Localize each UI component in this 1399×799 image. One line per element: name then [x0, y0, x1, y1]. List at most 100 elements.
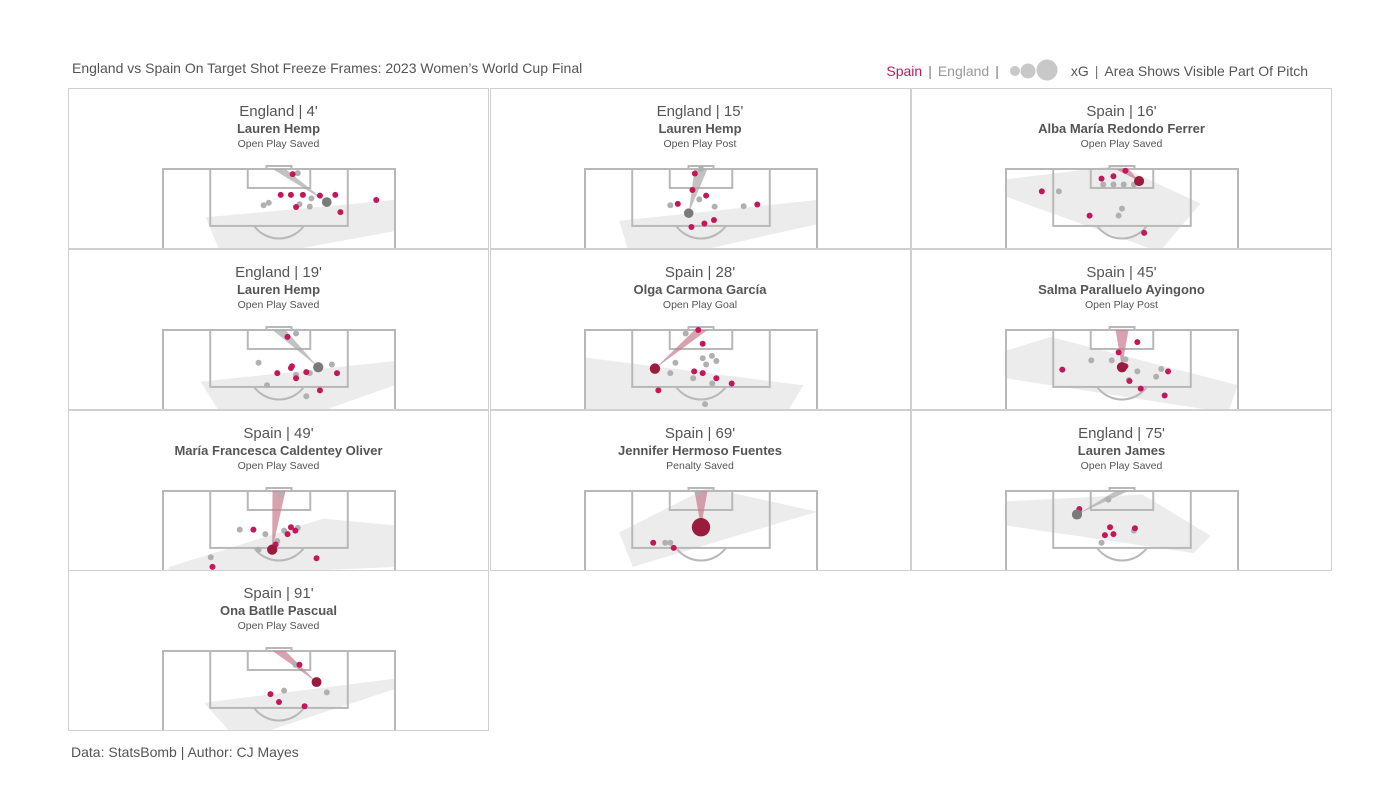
visible-area — [1006, 493, 1211, 553]
england-player-dot — [303, 393, 310, 400]
england-player-dot — [666, 202, 673, 209]
shot-panel: Spain | 28' Olga Carmona García Open Play … — [489, 248, 911, 410]
england-player-dot — [697, 166, 704, 172]
spain-player-dot — [337, 209, 344, 216]
spain-player-dot — [1126, 377, 1133, 384]
shot-cone — [694, 490, 707, 527]
legend-spain-label: Spain — [886, 63, 923, 79]
spain-player-dot — [301, 703, 308, 710]
spain-player-dot — [277, 191, 284, 198]
panel-team-minute: England | 19' — [235, 263, 322, 281]
panel-header: England | 15' Lauren Hemp Open Play Post — [491, 103, 910, 151]
legend: Spain | England | xG | Area Shows Visibl… — [886, 59, 1308, 83]
panel-shot-outcome: Open Play Goal — [662, 298, 738, 311]
spain-player-dot — [316, 387, 323, 394]
shot-cone — [688, 169, 707, 214]
panel-header: Spain | 16' Alba María Redondo Ferrer Open… — [912, 103, 1331, 151]
panel-player-name: Lauren Hemp — [236, 281, 321, 297]
spain-player-dot — [1131, 524, 1138, 531]
spain-player-dot — [274, 369, 281, 376]
england-player-dot — [207, 553, 214, 560]
panel-shot-outcome: Open Play Saved — [1080, 459, 1163, 472]
panel-player-name: Ona Batlle Pascual — [219, 603, 338, 619]
england-player-dot — [293, 330, 300, 337]
visible-area — [203, 678, 395, 731]
legend-xg-label: xG — [1070, 63, 1089, 79]
panel-header: Spain | 91' Ona Batlle Pascual Open Play S… — [69, 585, 488, 633]
spain-player-dot — [1137, 385, 1144, 392]
visible-area — [1006, 165, 1201, 248]
spain-player-dot — [710, 217, 717, 224]
spain-player-dot — [1059, 366, 1066, 373]
spain-player-dot — [674, 200, 681, 207]
panel-header: England | 4' Lauren Hemp Open Play Saved — [69, 103, 488, 151]
spain-player-dot — [691, 170, 698, 177]
panel-team-minute: Spain | 16' — [1086, 103, 1157, 120]
spain-player-dot — [700, 220, 707, 227]
visible-area — [205, 200, 395, 248]
legend-separator: | — [928, 63, 932, 79]
spain-player-dot — [288, 363, 295, 370]
pitch-freeze-frame — [583, 486, 818, 570]
spain-player-dot — [1038, 188, 1045, 195]
shooter-xg-dot — [649, 363, 660, 374]
shooter-xg-dot — [321, 197, 332, 207]
england-player-dot — [666, 369, 673, 376]
england-player-dot — [262, 530, 269, 537]
england-player-dot — [1122, 356, 1129, 363]
panel-header: Spain | 49' María Francesca Caldentey Oli… — [69, 425, 488, 473]
spain-player-dot — [654, 387, 661, 394]
panel-header: Spain | 69' Jennifer Hermoso Fuentes Penal… — [491, 425, 910, 473]
panel-shot-outcome: Open Play Saved — [1080, 138, 1163, 150]
england-player-dot — [1055, 188, 1062, 195]
spain-player-dot — [287, 523, 294, 530]
panel-team-minute: England | 75' — [1078, 424, 1165, 442]
england-player-dot — [1120, 181, 1127, 188]
shot-panel: Spain | 16' Alba María Redondo Ferrer Open… — [911, 88, 1332, 249]
shot-panel: Spain | 91' Ona Batlle Pascual Open Play S… — [68, 570, 489, 732]
pitch-freeze-frame — [1005, 486, 1239, 570]
england-player-dot — [711, 203, 718, 210]
visible-area — [200, 360, 395, 409]
england-player-dot — [294, 170, 301, 177]
panel-player-name: Alba María Redondo Ferrer — [1038, 121, 1205, 136]
england-player-dot — [281, 688, 288, 695]
panel-header: England | 75' Lauren James Open Play Saved — [912, 425, 1331, 473]
shot-panel: England | 15' Lauren Hemp Open Play Post — [489, 88, 911, 249]
england-player-dot — [1108, 357, 1115, 364]
england-player-dot — [699, 355, 706, 362]
pitch-freeze-frame — [583, 325, 818, 409]
spain-player-dot — [303, 368, 310, 375]
spain-player-dot — [250, 526, 257, 533]
spain-player-dot — [699, 369, 706, 376]
panel-team-minute: England | 15' — [656, 103, 744, 120]
shot-panel: England | 75' Lauren James Open Play Saved — [911, 409, 1332, 571]
panel-team-minute: Spain | 28' — [664, 263, 736, 281]
england-player-dot — [740, 203, 747, 210]
spain-player-dot — [1165, 368, 1172, 375]
panel-team-minute: Spain | 45' — [1086, 263, 1157, 281]
shooter-xg-dot — [1071, 508, 1083, 520]
spain-player-dot — [699, 340, 706, 347]
england-player-dot — [265, 199, 272, 206]
legend-separator: | — [995, 63, 999, 79]
england-player-dot — [712, 357, 719, 364]
shot-panels-grid: England | 4' Lauren Hemp Open Play Saved En… — [68, 88, 1332, 733]
england-player-dot — [671, 359, 678, 366]
spain-player-dot — [313, 554, 320, 561]
panel-team-minute: Spain | 91' — [243, 585, 314, 603]
spain-player-dot — [670, 544, 677, 551]
shot-panel: Spain | 49' María Francesca Caldentey Oli… — [68, 409, 489, 571]
shooter-xg-dot — [311, 677, 322, 688]
panel-team-minute: England | 4' — [239, 103, 318, 120]
shooter-xg-dot — [313, 361, 324, 373]
spain-player-dot — [276, 699, 282, 706]
england-player-dot — [666, 539, 673, 546]
shooter-xg-dot — [683, 208, 694, 218]
england-player-dot — [306, 203, 313, 210]
visible-area — [1006, 336, 1238, 409]
legend-area-note: Area Shows Visible Part Of Pitch — [1104, 63, 1308, 79]
panel-player-name: Lauren Hemp — [236, 121, 321, 136]
panel-team-minute: Spain | 69' — [664, 424, 736, 442]
england-player-dot — [323, 689, 330, 696]
